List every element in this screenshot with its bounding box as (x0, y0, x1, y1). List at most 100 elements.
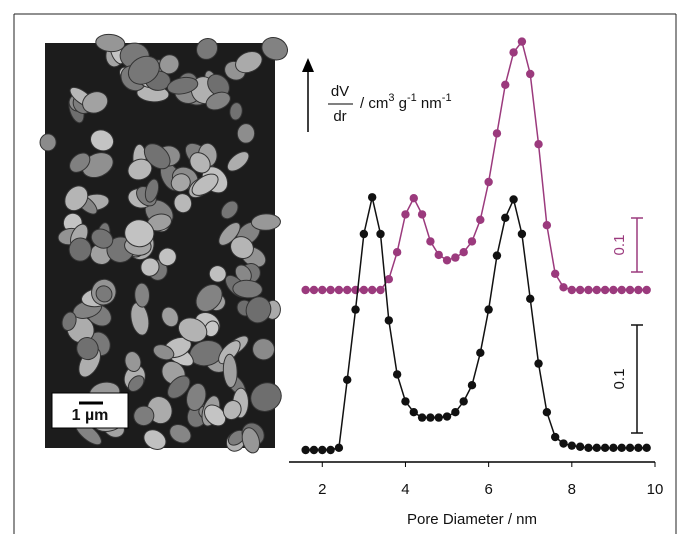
particle (39, 133, 57, 152)
point (392, 370, 402, 379)
point (634, 443, 643, 453)
series-line (305, 39, 647, 291)
scale-bar-label: 0.1 (611, 235, 628, 256)
point (550, 269, 560, 278)
particle (208, 265, 227, 283)
point (567, 441, 577, 450)
point (642, 443, 651, 453)
point (567, 285, 577, 295)
x-tick-label: 6 (484, 481, 492, 498)
particle (140, 257, 160, 277)
particle (161, 306, 179, 328)
particle (196, 37, 219, 60)
particle (127, 375, 145, 392)
particle (152, 344, 175, 361)
point (559, 283, 568, 292)
point (609, 285, 618, 295)
point (526, 69, 535, 79)
particle (191, 173, 219, 196)
particle (90, 129, 115, 152)
particle (158, 247, 177, 267)
particle (82, 91, 109, 114)
particle (195, 284, 223, 312)
point (417, 413, 427, 422)
point (575, 442, 585, 451)
particle (236, 123, 256, 144)
point (359, 285, 369, 295)
point (367, 193, 377, 202)
point (542, 221, 552, 230)
point (467, 237, 477, 246)
point (367, 285, 377, 295)
point (509, 48, 518, 57)
point (609, 443, 618, 453)
particle (90, 228, 114, 249)
point (301, 445, 310, 455)
particle (226, 151, 250, 172)
scale-bar-label: 0.1 (611, 369, 628, 390)
particle (177, 317, 208, 343)
point (343, 375, 352, 384)
point (550, 432, 560, 442)
point (534, 140, 543, 149)
point (334, 443, 344, 453)
point (334, 285, 344, 295)
particle (166, 76, 199, 95)
particle (204, 320, 220, 338)
x-tick-label: 10 (647, 481, 664, 498)
particle (127, 158, 153, 181)
point (492, 129, 502, 138)
x-tick-label: 8 (568, 481, 576, 498)
point (625, 285, 635, 295)
point (426, 237, 435, 246)
particle (127, 55, 160, 85)
point (642, 285, 651, 295)
point (592, 285, 601, 295)
point (417, 210, 427, 219)
point (617, 285, 626, 295)
point (326, 285, 335, 295)
point (309, 285, 319, 295)
particle (250, 382, 282, 412)
point (392, 248, 402, 257)
particle (133, 405, 155, 427)
particle (169, 423, 192, 444)
particle (64, 185, 89, 212)
point (442, 256, 452, 265)
point (617, 443, 626, 453)
point (625, 443, 635, 453)
point (318, 285, 327, 295)
particle (170, 173, 191, 193)
particle (205, 91, 231, 111)
point (559, 439, 568, 448)
point (343, 285, 352, 295)
x-tick-label: 2 (318, 481, 326, 498)
frame (13, 13, 677, 534)
particle (261, 37, 288, 61)
point (600, 285, 610, 295)
point (484, 305, 493, 314)
particle (95, 33, 126, 53)
particle (220, 200, 239, 220)
point (434, 250, 443, 260)
particle (222, 353, 238, 389)
particle (124, 219, 155, 248)
point (384, 316, 394, 325)
y-label-unit: / cm3 g-1 nm-1 (360, 92, 452, 112)
point (509, 195, 518, 204)
particle (144, 178, 160, 203)
particle (218, 340, 241, 365)
point (442, 412, 452, 421)
point (401, 210, 410, 219)
particle (230, 236, 254, 259)
point (326, 445, 335, 455)
point (484, 177, 493, 187)
point (318, 445, 327, 455)
sem-image (39, 33, 288, 454)
particle (252, 338, 275, 361)
point (501, 213, 510, 222)
particle (95, 285, 113, 303)
point (501, 80, 510, 90)
point (376, 285, 385, 295)
